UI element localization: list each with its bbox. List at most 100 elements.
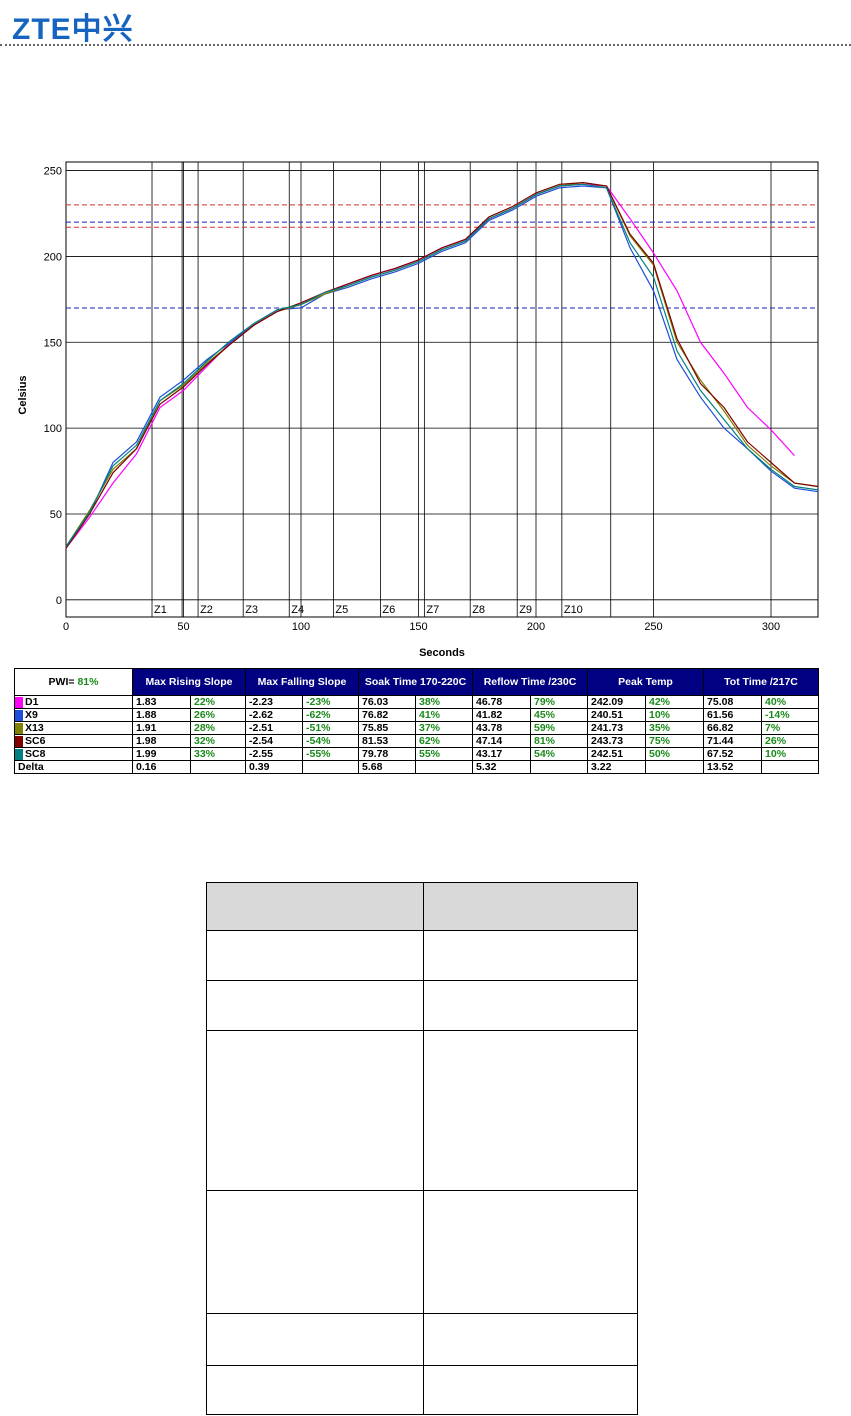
cell: 1.99: [132, 747, 191, 761]
cell: 62%: [415, 734, 473, 748]
cell: 41.82: [472, 708, 531, 722]
cell: 45%: [530, 708, 588, 722]
cell: 47.14: [472, 734, 531, 748]
cell: 240.51: [587, 708, 646, 722]
blank-table-row: [206, 1190, 638, 1314]
x-tick-label: 250: [644, 621, 662, 633]
cell: [644, 760, 705, 774]
column-header: Soak Time 170-220C: [358, 668, 473, 696]
cell: 1.88: [132, 708, 191, 722]
cell: -2.51: [245, 721, 303, 735]
cell: 3.22: [587, 760, 646, 774]
cell: -2.55: [245, 747, 303, 761]
y-axis-label: Celsius: [17, 375, 29, 414]
cell: 81.53: [358, 734, 416, 748]
cell: 41%: [415, 708, 473, 722]
cell: -23%: [302, 695, 359, 709]
row-name-cell: SC6: [14, 734, 133, 748]
y-tick-label: 250: [44, 166, 62, 178]
y-tick-label: 150: [44, 337, 62, 349]
row-name-cell: SC8: [14, 747, 133, 761]
y-tick-label: 0: [56, 595, 62, 607]
cell: 5.32: [472, 760, 531, 774]
cell: 38%: [415, 695, 473, 709]
x-tick-label: 100: [292, 621, 310, 633]
cell: -2.62: [245, 708, 303, 722]
cell: 242.09: [587, 695, 646, 709]
color-swatch: [15, 748, 23, 760]
zone-label: Z5: [335, 604, 348, 616]
header-rule: [0, 44, 851, 46]
cell: 243.73: [587, 734, 646, 748]
row-name: SC6: [25, 735, 46, 747]
column-header: Max Falling Slope: [245, 668, 359, 696]
cell: 79.78: [358, 747, 416, 761]
cell: 42%: [644, 695, 705, 709]
column-header: Peak Temp: [586, 668, 705, 696]
color-swatch: [15, 735, 23, 747]
blank-table-row: [206, 1030, 638, 1191]
cell: 76.03: [358, 695, 416, 709]
cell: 61.56: [703, 708, 763, 722]
cell: 43.78: [472, 721, 531, 735]
zone-label: Z4: [291, 604, 304, 616]
y-tick-label: 50: [50, 509, 62, 521]
cell: 71.44: [703, 734, 763, 748]
cell: -2.23: [245, 695, 303, 709]
blank-table-row: [206, 980, 638, 1031]
zone-label: Z1: [154, 604, 167, 616]
y-tick-label: 200: [44, 251, 62, 263]
cell: 76.82: [358, 708, 416, 722]
cell: 22%: [190, 695, 246, 709]
blank-table-row: [206, 1365, 638, 1415]
row-name-cell: X9: [14, 708, 133, 722]
cell: 43.17: [472, 747, 531, 761]
row-name: X9: [25, 709, 38, 721]
cell: 75%: [644, 734, 705, 748]
x-tick-label: 50: [177, 621, 189, 633]
zone-label: Z6: [382, 604, 395, 616]
x-axis-label: Seconds: [419, 647, 465, 659]
cell: 32%: [190, 734, 246, 748]
column-header: Reflow Time /230C: [472, 668, 588, 696]
color-swatch: [15, 709, 23, 721]
zone-label: Z3: [245, 604, 258, 616]
cell: -14%: [761, 708, 820, 722]
cell: [190, 760, 246, 774]
blank-table-header: [206, 882, 638, 931]
series-line: [65, 181, 819, 549]
cell: 59%: [530, 721, 588, 735]
row-name-cell: D1: [14, 695, 133, 709]
row-name-cell: X13: [14, 721, 133, 735]
pwi-value: 81%: [77, 676, 99, 688]
cell: -62%: [302, 708, 359, 722]
cell: 28%: [190, 721, 246, 735]
cell: 67.52: [703, 747, 763, 761]
cell: 50%: [644, 747, 705, 761]
cell: 79%: [530, 695, 588, 709]
pwi-cell: PWI= 81%: [14, 668, 133, 696]
cell: -2.54: [245, 734, 303, 748]
column-header: Max Rising Slope: [132, 668, 246, 696]
cell: 10%: [761, 747, 820, 761]
x-tick-label: 0: [63, 621, 69, 633]
cell: 1.91: [132, 721, 191, 735]
cell: 241.73: [587, 721, 646, 735]
column-header: Tot Time /217C: [703, 668, 820, 696]
row-name: X13: [25, 722, 44, 734]
cell: 1.83: [132, 695, 191, 709]
cell: 26%: [190, 708, 246, 722]
x-tick-label: 200: [527, 621, 545, 633]
chart: Seconds Celsius 0 50 100 150 200 250 0 50 100 150…: [17, 161, 819, 659]
row-name: SC8: [25, 748, 46, 760]
color-swatch: [15, 696, 23, 708]
logo: ZTE中兴: [12, 13, 134, 46]
zone-label: Z8: [472, 604, 485, 616]
cell: 0.16: [132, 760, 191, 774]
cell: 26%: [761, 734, 820, 748]
cell: 54%: [530, 747, 588, 761]
cell: 242.51: [587, 747, 646, 761]
cell: [530, 760, 588, 774]
plot-area: [65, 161, 819, 618]
